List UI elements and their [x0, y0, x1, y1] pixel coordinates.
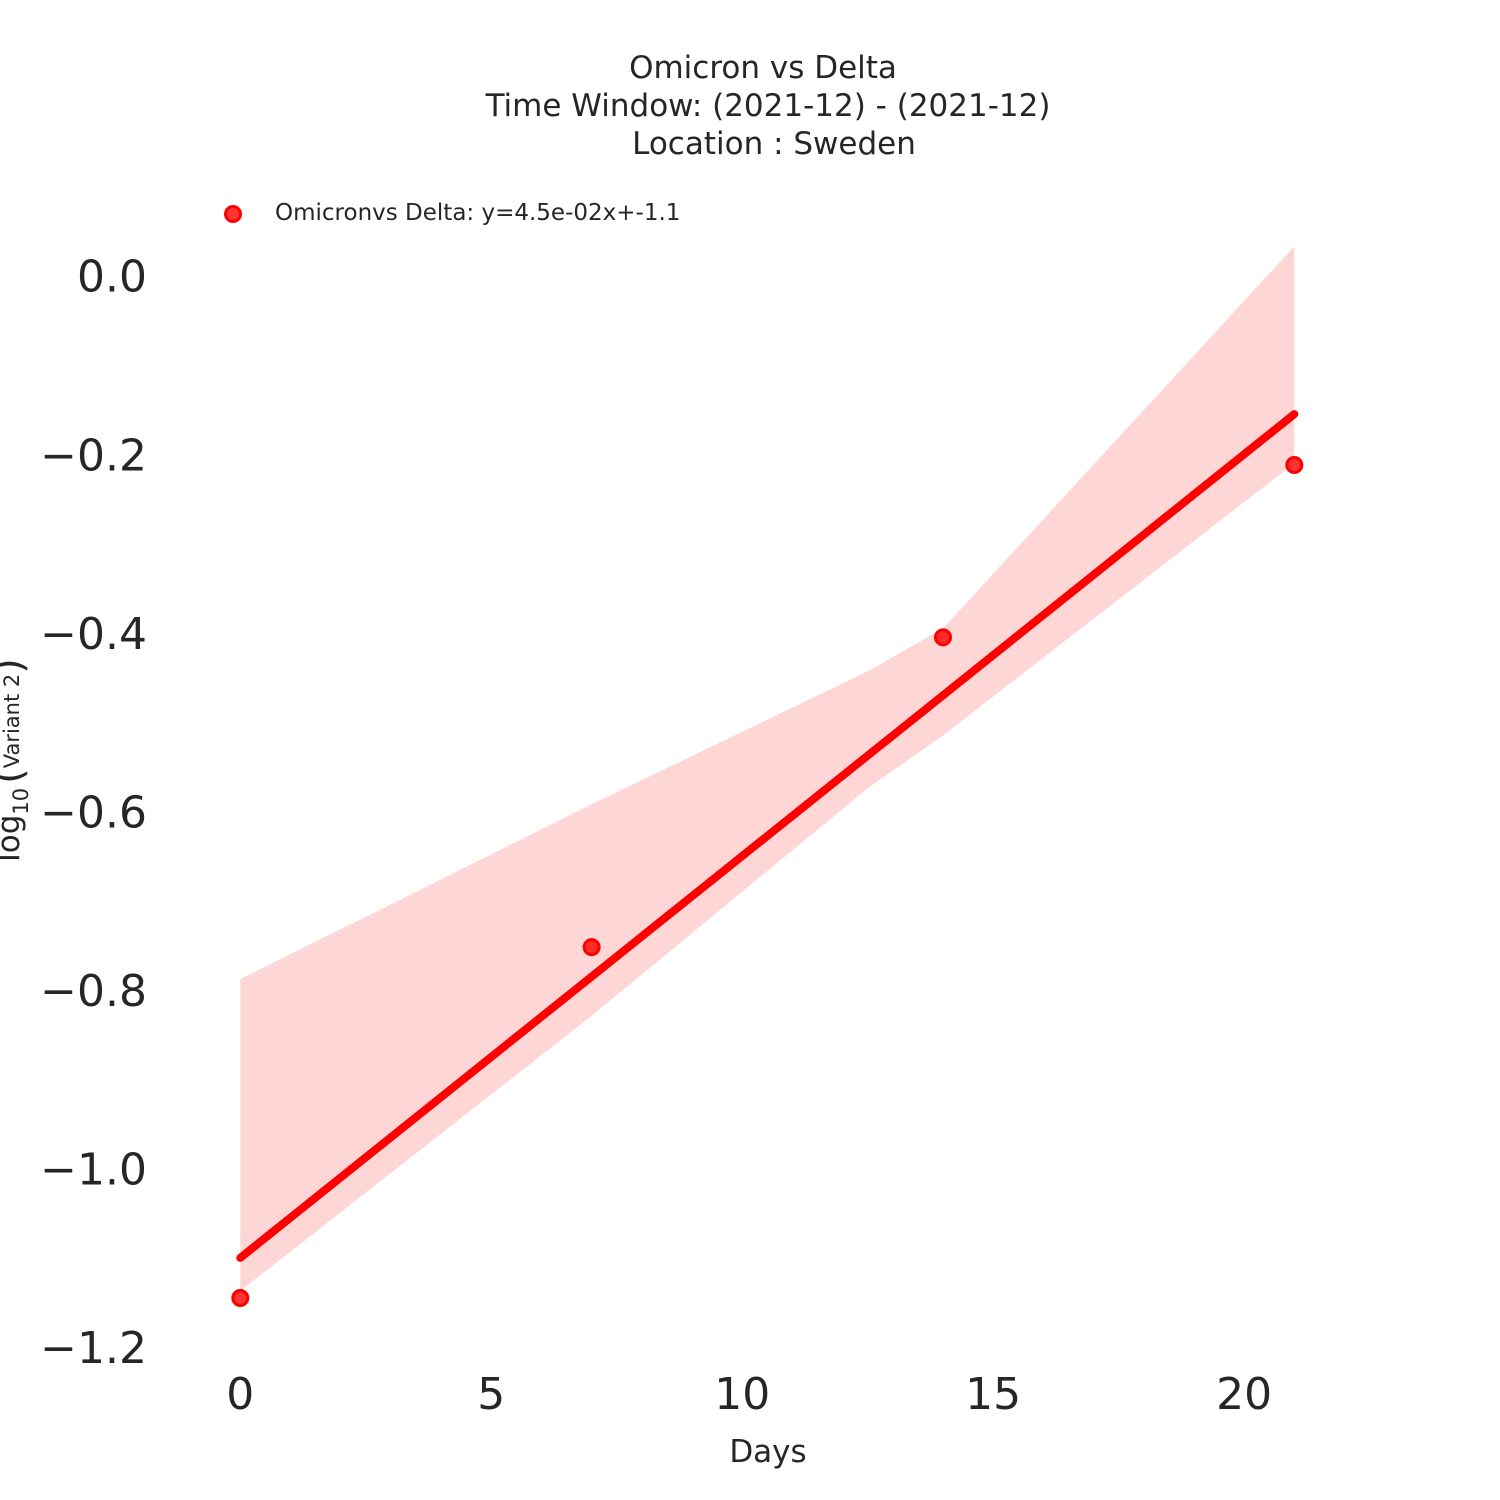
y-axis-label-paren-close: )	[0, 658, 32, 674]
scatter-points	[231, 456, 1304, 1308]
legend-label: Omicronvs Delta: y=4.5e-02x+-1.1	[275, 200, 680, 226]
y-axis-label-sub: 10	[9, 788, 33, 815]
y-axis-tick-labels: 0.0 −0.2 −0.4 −0.6 −0.8 −1.0 −1.2	[40, 252, 147, 1374]
x-tick-label: 15	[965, 1369, 1021, 1420]
chart-title: Omicron vs Delta Time Window: (2021-12) …	[485, 50, 1051, 162]
x-tick-label: 10	[714, 1369, 770, 1420]
y-tick-label: −1.0	[40, 1145, 147, 1196]
y-tick-label: −1.2	[40, 1323, 147, 1374]
legend: Omicronvs Delta: y=4.5e-02x+-1.1	[224, 200, 680, 226]
title-line-3: Location : Sweden	[632, 126, 916, 162]
regression-line	[236, 410, 1299, 1262]
data-point-2	[582, 938, 601, 957]
y-axis-label-inner: Variant 2	[0, 674, 24, 769]
y-tick-label: −0.6	[40, 787, 147, 838]
data-point-1	[231, 1289, 250, 1308]
x-tick-label: 5	[477, 1369, 505, 1420]
legend-marker	[224, 205, 242, 223]
title-line-1: Omicron vs Delta	[629, 50, 897, 86]
plot-area	[231, 246, 1304, 1308]
y-tick-label: −0.4	[40, 609, 147, 660]
x-axis-tick-labels: 0 5 10 15 20	[226, 1369, 1272, 1420]
x-tick-label: 20	[1216, 1369, 1272, 1420]
title-line-2: Time Window: (2021-12) - (2021-12)	[485, 88, 1051, 124]
y-axis-label-paren-open: (	[0, 768, 32, 784]
confidence-band	[240, 246, 1295, 1291]
y-tick-label: −0.2	[40, 430, 147, 481]
x-tick-label: 0	[226, 1369, 254, 1420]
y-axis-label: log10 (Variant 2)	[0, 658, 33, 862]
y-axis-label-log: log	[0, 815, 27, 862]
svg-text:log10(Variant 2): log10 (Variant 2)	[0, 658, 33, 862]
x-axis-label: Days	[729, 1434, 806, 1470]
data-point-4	[1285, 456, 1304, 474]
data-point-3	[933, 628, 952, 647]
y-tick-label: −0.8	[40, 966, 147, 1017]
y-tick-label: 0.0	[77, 252, 147, 303]
